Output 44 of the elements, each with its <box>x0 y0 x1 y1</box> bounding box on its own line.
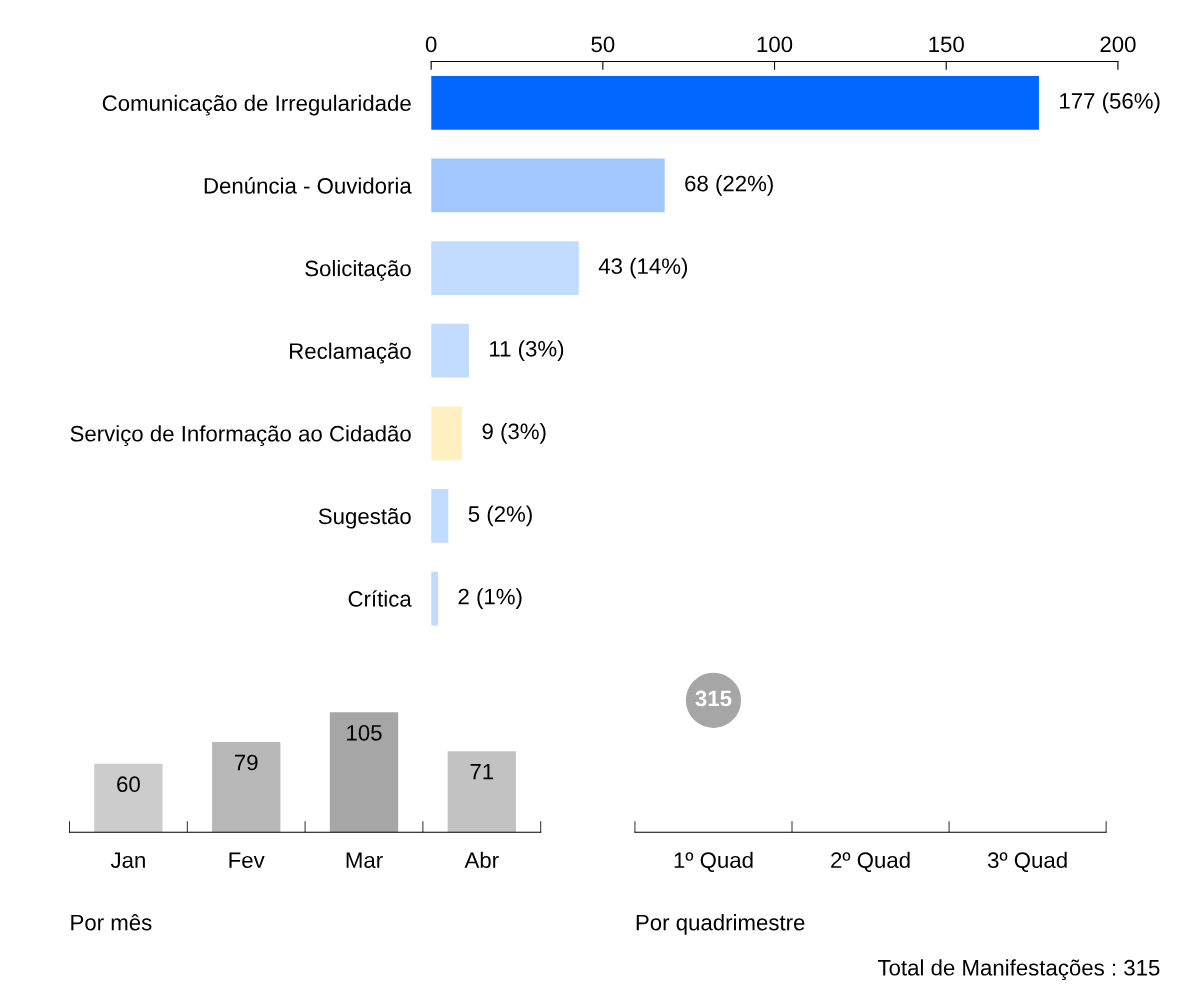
y-tick-label: Denúncia - Ouvidoria <box>204 177 412 194</box>
x-tick-label: 50 <box>591 36 615 53</box>
data-label: 71 <box>470 763 494 780</box>
category-label: 1º Quad <box>674 851 753 873</box>
data-label: 11 (3%) <box>490 340 564 362</box>
y-tick-label: Sugestão <box>318 508 411 529</box>
y-tick-label: Serviço de Informação ao Cidadão <box>70 425 411 447</box>
y-tick-label: Solicitação <box>305 260 411 281</box>
x-axis-title: Por mês <box>71 914 152 931</box>
bar <box>431 406 463 461</box>
data-label: 68 (22%) <box>685 175 773 196</box>
y-tick-label: Crítica <box>348 590 412 607</box>
category-label: 2º Quad <box>831 851 910 873</box>
bar <box>431 323 469 378</box>
x-tick-label: 150 <box>929 36 964 53</box>
text: Por quadrimestre <box>636 914 805 935</box>
bar <box>431 158 665 213</box>
data-label: 177 (56%) <box>1060 92 1160 114</box>
y-tick-label: Reclamação <box>290 342 411 364</box>
x-tick-label: Jan <box>110 852 145 869</box>
x-tick-label: 200 <box>1100 36 1136 53</box>
bar <box>212 742 281 833</box>
x-tick-label: Fev <box>229 852 265 869</box>
bar <box>431 489 449 543</box>
data-label: 9 (3%) <box>482 422 546 444</box>
x-tick-label: 100 <box>757 36 793 53</box>
category-label: 3º Quad <box>987 851 1067 873</box>
data-label: 43 (14%) <box>598 257 688 279</box>
data-label: 315 <box>695 690 732 707</box>
x-tick-label: Abr <box>464 851 499 869</box>
bar <box>431 75 1039 130</box>
bar <box>94 763 163 833</box>
y-tick-label: Comunicação de Irregularidade <box>102 94 411 116</box>
bar <box>329 712 399 833</box>
x-tick-label: Mar <box>346 852 383 869</box>
data-label: 60 <box>117 776 140 793</box>
data-label: 105 <box>347 724 382 741</box>
bar <box>431 241 579 295</box>
bar <box>447 751 516 833</box>
x-tick-label: 0 <box>425 36 437 53</box>
data-label: 2 (1%) <box>458 588 522 609</box>
data-label: 79 <box>234 754 258 771</box>
text: Total de Manifestações : 315 <box>877 959 1160 981</box>
data-label: 5 (2%) <box>468 505 532 527</box>
